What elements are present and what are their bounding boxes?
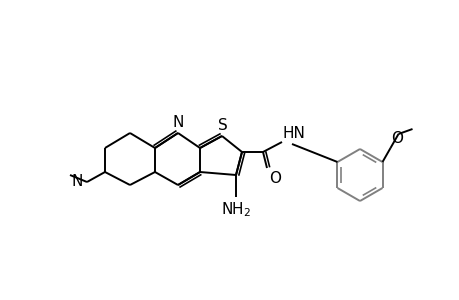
Text: N: N bbox=[72, 175, 83, 190]
Text: NH$_2$: NH$_2$ bbox=[220, 200, 251, 219]
Text: HN: HN bbox=[282, 126, 305, 141]
Text: O: O bbox=[391, 131, 403, 146]
Text: N: N bbox=[172, 115, 183, 130]
Text: S: S bbox=[218, 118, 227, 133]
Text: O: O bbox=[269, 171, 280, 186]
